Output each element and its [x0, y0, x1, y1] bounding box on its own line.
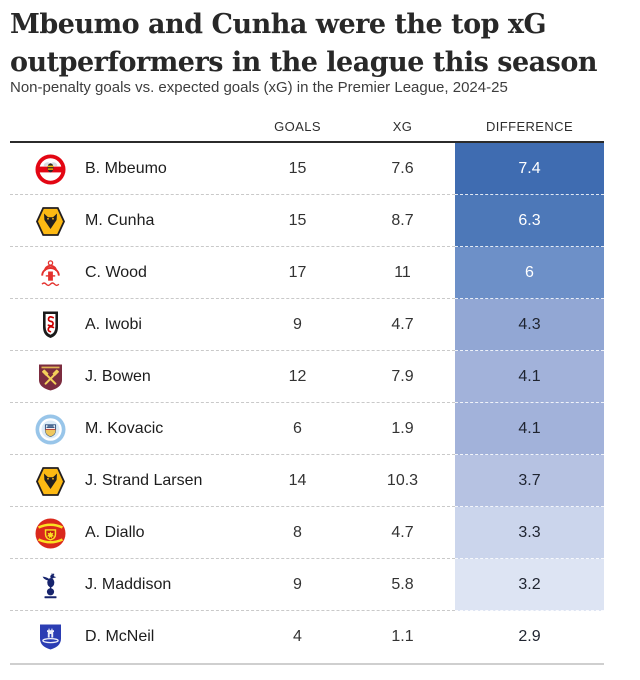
player-name: A. Iwobi [85, 316, 142, 333]
row-separator [10, 402, 455, 403]
tottenham-crest-icon [35, 570, 66, 601]
club-crest [10, 258, 85, 289]
column-header-goals: GOALS [274, 119, 321, 134]
table-header-row: GOALS XG DIFFERENCE [10, 112, 604, 141]
goals-value: 15 [288, 160, 307, 177]
row-separator [10, 298, 455, 299]
column-header-difference: DIFFERENCE [485, 119, 574, 134]
row-separator-difference [455, 298, 604, 299]
difference-value: 4.1 [455, 403, 604, 455]
title-line-2: outperformers in the league this season [10, 47, 597, 78]
goals-value: 4 [293, 628, 302, 645]
row-separator [10, 454, 455, 455]
xg-value: 11 [394, 264, 411, 281]
wolves-crest-icon [35, 466, 66, 497]
xg-value: 8.7 [391, 212, 414, 229]
row-separator-difference [455, 194, 604, 195]
club-crest [10, 206, 85, 237]
difference-value: 4.3 [455, 299, 604, 351]
man-city-crest-icon [35, 414, 66, 445]
chart-subtitle: Non-penalty goals vs. expected goals (xG… [10, 79, 508, 96]
player-name: M. Kovacic [85, 420, 164, 437]
player-name: A. Diallo [85, 524, 145, 541]
column-header-xg: XG [392, 119, 413, 134]
goals-value: 8 [293, 524, 302, 541]
table-row: J. Bowen 12 7.9 4.1 [10, 351, 604, 403]
player-name: C. Wood [85, 264, 147, 281]
difference-value: 3.2 [455, 559, 604, 611]
wolves-crest-icon [35, 206, 66, 237]
goals-value: 17 [288, 264, 307, 281]
table-body: B. Mbeumo 15 7.6 7.4 M. Cunha 15 8.7 6.3 C. Wood… [10, 141, 604, 665]
difference-value: 2.9 [455, 611, 604, 663]
stats-table: GOALS XG DIFFERENCE B. Mbeumo 15 7.6 7.4 M. … [10, 112, 604, 665]
difference-value: 7.4 [455, 143, 604, 195]
xg-value: 4.7 [391, 524, 414, 541]
row-separator [10, 610, 455, 611]
table-row: A. Diallo 8 4.7 3.3 [10, 507, 604, 559]
player-name: M. Cunha [85, 212, 155, 229]
goals-value: 9 [293, 316, 302, 333]
goals-value: 9 [293, 576, 302, 593]
goals-value: 15 [288, 212, 307, 229]
goals-value: 14 [288, 472, 307, 489]
club-crest [10, 466, 85, 497]
xg-value: 10.3 [386, 472, 419, 489]
club-crest [10, 362, 85, 393]
xg-value: 5.8 [391, 576, 414, 593]
table-row: J. Strand Larsen 14 10.3 3.7 [10, 455, 604, 507]
table-row: M. Cunha 15 8.7 6.3 [10, 195, 604, 247]
row-separator [10, 558, 455, 559]
player-name: D. McNeil [85, 628, 155, 645]
club-crest [10, 310, 85, 341]
table-row: D. McNeil 4 1.1 2.9 [10, 611, 604, 663]
xg-value: 7.6 [391, 160, 414, 177]
table-row: C. Wood 17 11 6 [10, 247, 604, 299]
club-crest [10, 570, 85, 601]
row-separator-difference [455, 454, 604, 455]
row-separator-difference [455, 350, 604, 351]
xg-value: 7.9 [391, 368, 414, 385]
player-name: B. Mbeumo [85, 160, 167, 177]
table-row: M. Kovacic 6 1.9 4.1 [10, 403, 604, 455]
player-name: J. Maddison [85, 576, 172, 593]
row-separator [10, 246, 455, 247]
row-separator-difference [455, 506, 604, 507]
row-separator [10, 194, 455, 195]
player-name: J. Strand Larsen [85, 472, 203, 489]
row-separator-difference [455, 246, 604, 247]
brentford-crest-icon [35, 154, 66, 185]
xg-value: 1.9 [391, 420, 414, 437]
difference-value: 6 [455, 247, 604, 299]
row-separator [10, 506, 455, 507]
club-crest [10, 154, 85, 185]
west-ham-crest-icon [35, 362, 66, 393]
xg-value: 4.7 [391, 316, 414, 333]
title-line-1: Mbeumo and Cunha were the top xG [10, 9, 547, 40]
xg-value: 1.1 [391, 628, 414, 645]
chart-title: Mbeumo and Cunha were the top xG outperf… [10, 6, 638, 82]
table-row: B. Mbeumo 15 7.6 7.4 [10, 143, 604, 195]
club-crest [10, 414, 85, 445]
difference-value: 6.3 [455, 195, 604, 247]
row-separator-difference [455, 610, 604, 611]
club-crest [10, 518, 85, 549]
nottingham-forest-crest-icon [35, 258, 66, 289]
table-row: J. Maddison 9 5.8 3.2 [10, 559, 604, 611]
club-crest [10, 622, 85, 653]
difference-value: 3.7 [455, 455, 604, 507]
difference-value: 3.3 [455, 507, 604, 559]
everton-crest-icon [35, 622, 66, 653]
row-separator-difference [455, 558, 604, 559]
goals-value: 6 [293, 420, 302, 437]
man-united-crest-icon [35, 518, 66, 549]
table-row: A. Iwobi 9 4.7 4.3 [10, 299, 604, 351]
row-separator [10, 350, 455, 351]
difference-value: 4.1 [455, 351, 604, 403]
fulham-crest-icon [35, 310, 66, 341]
player-name: J. Bowen [85, 368, 151, 385]
goals-value: 12 [288, 368, 307, 385]
row-separator-difference [455, 402, 604, 403]
